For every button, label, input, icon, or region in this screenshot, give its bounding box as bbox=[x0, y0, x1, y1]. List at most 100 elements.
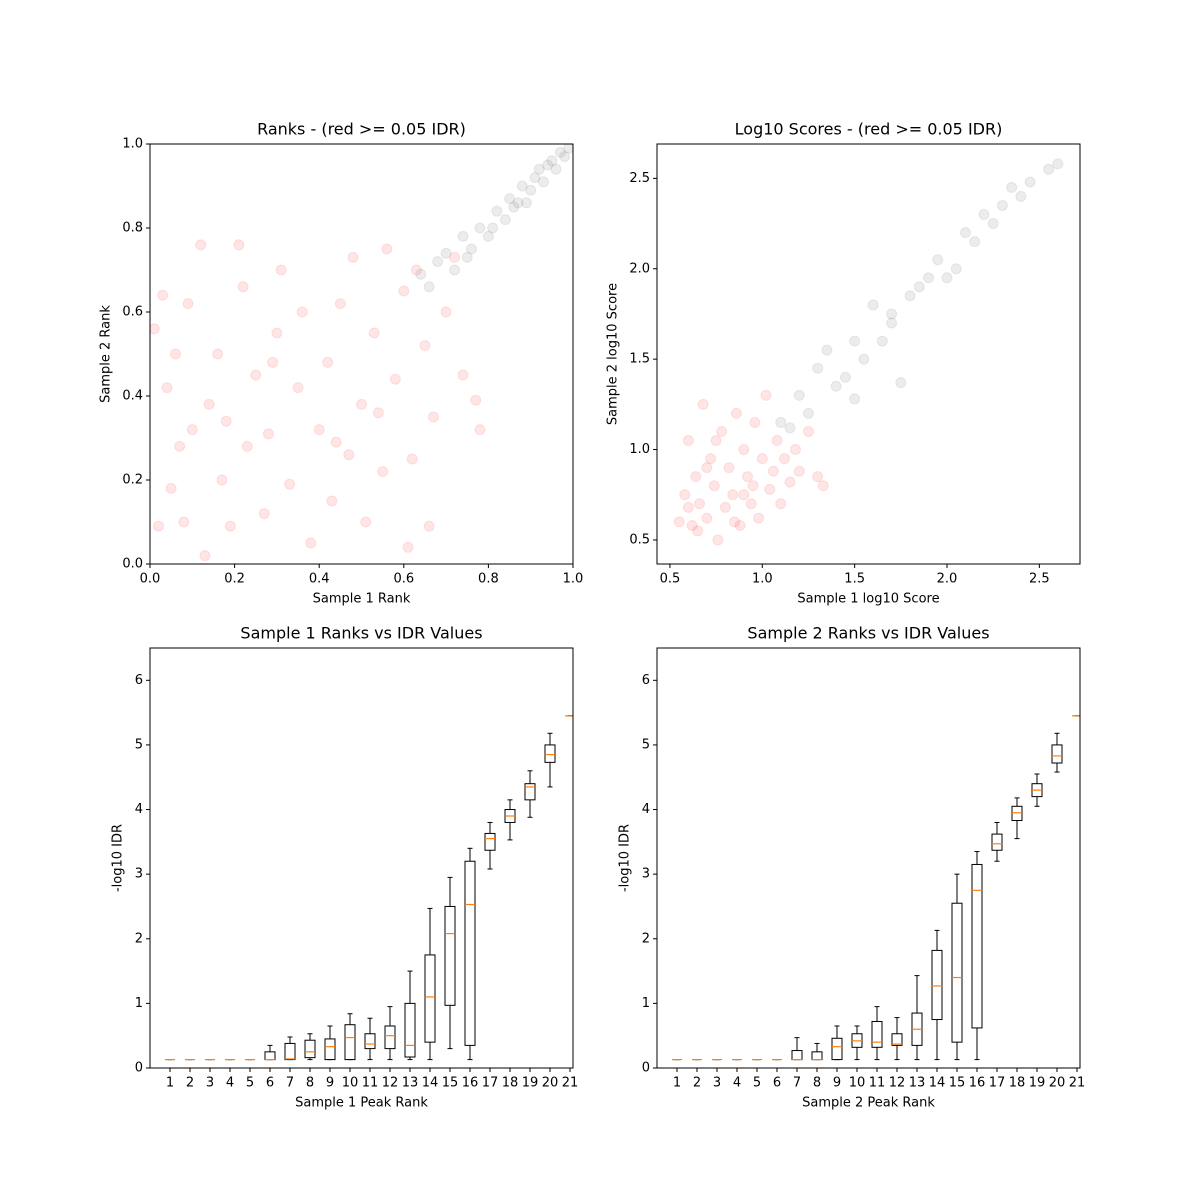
y-tick-label: 1 bbox=[642, 996, 650, 1011]
box bbox=[871, 1020, 883, 1048]
box bbox=[344, 1024, 356, 1061]
y-axis-label: -log10 IDR bbox=[111, 824, 126, 892]
box bbox=[544, 744, 556, 763]
x-tick-label: 4 bbox=[226, 1076, 234, 1091]
y-axis-label: -log10 IDR bbox=[618, 824, 633, 892]
scatter-point bbox=[504, 193, 516, 205]
x-tick-label: 17 bbox=[989, 1076, 1006, 1091]
scatter-point bbox=[1015, 190, 1027, 202]
x-tick-label: 9 bbox=[326, 1076, 334, 1091]
scatter-point bbox=[402, 541, 414, 553]
scatter-point bbox=[904, 290, 916, 302]
scatter-point bbox=[182, 298, 194, 310]
x-tick-label: 10 bbox=[342, 1076, 359, 1091]
scatter-point bbox=[347, 251, 359, 263]
x-tick-label: 21 bbox=[562, 1076, 579, 1091]
scatter-point bbox=[554, 146, 566, 158]
box bbox=[811, 1051, 823, 1061]
scatter-point bbox=[449, 251, 461, 263]
scatter-point bbox=[529, 172, 541, 184]
box bbox=[1011, 805, 1023, 822]
x-tick-label: 1.5 bbox=[844, 572, 865, 587]
scatter-point bbox=[199, 550, 211, 562]
x-tick-label: 20 bbox=[542, 1076, 559, 1091]
box bbox=[444, 905, 456, 1006]
scatter-point bbox=[1052, 158, 1064, 170]
scatter-point bbox=[284, 478, 296, 490]
scatter-point bbox=[152, 520, 164, 532]
x-tick-label: 0.0 bbox=[140, 572, 161, 587]
scatter-point bbox=[756, 453, 768, 465]
scatter-point bbox=[410, 264, 422, 276]
scatter-point bbox=[512, 197, 524, 209]
scatter-point bbox=[470, 394, 482, 406]
x-tick-label: 2.5 bbox=[1029, 572, 1050, 587]
scatter-point bbox=[747, 480, 759, 492]
scatter-point bbox=[817, 480, 829, 492]
x-axis-label: Sample 1 Rank bbox=[313, 592, 411, 607]
scatter-point bbox=[923, 272, 935, 284]
x-tick-label: 0.5 bbox=[660, 572, 681, 587]
x-tick-label: 5 bbox=[246, 1076, 254, 1091]
y-tick-label: 4 bbox=[135, 802, 143, 817]
scatter-point bbox=[165, 482, 177, 494]
scatter-point bbox=[546, 155, 558, 167]
scatter-point bbox=[482, 230, 494, 242]
x-tick-label: 8 bbox=[813, 1076, 821, 1091]
x-tick-label: 0.2 bbox=[224, 572, 245, 587]
y-tick-label: 3 bbox=[642, 867, 650, 882]
scatter-point bbox=[734, 519, 746, 531]
y-tick-label: 6 bbox=[135, 673, 143, 688]
x-tick-label: 11 bbox=[362, 1076, 379, 1091]
y-axis-label: Sample 2 log10 Score bbox=[606, 283, 621, 425]
scatter-point bbox=[812, 362, 824, 374]
scatter-point bbox=[423, 281, 435, 293]
scatter-point bbox=[220, 415, 232, 427]
y-tick-label: 2 bbox=[642, 931, 650, 946]
y-tick-label: 0 bbox=[642, 1061, 650, 1076]
scatter-point bbox=[474, 222, 486, 234]
scatter-point bbox=[849, 335, 861, 347]
scatter-point bbox=[701, 462, 713, 474]
scatter-point bbox=[839, 371, 851, 383]
plot-frame bbox=[149, 143, 574, 565]
scatter-point bbox=[784, 476, 796, 488]
y-tick-label: 2.5 bbox=[629, 171, 650, 186]
x-tick-label: 14 bbox=[929, 1076, 946, 1091]
y-tick-label: 0.2 bbox=[122, 473, 143, 488]
scatter-point bbox=[322, 356, 334, 368]
x-tick-label: 18 bbox=[502, 1076, 519, 1091]
x-tick-label: 16 bbox=[462, 1076, 479, 1091]
x-tick-label: 14 bbox=[422, 1076, 439, 1091]
scatter-point bbox=[461, 251, 473, 263]
scatter-point bbox=[712, 534, 724, 546]
box bbox=[284, 1042, 296, 1061]
scatter-point bbox=[693, 498, 705, 510]
scatter-point bbox=[427, 411, 439, 423]
x-tick-label: 1 bbox=[166, 1076, 174, 1091]
scatter-point bbox=[169, 348, 181, 360]
scatter-point bbox=[440, 247, 452, 259]
scatter-point bbox=[723, 462, 735, 474]
x-tick-label: 11 bbox=[869, 1076, 886, 1091]
x-axis-label: Sample 1 Peak Rank bbox=[295, 1096, 428, 1111]
scatter-point bbox=[432, 256, 444, 268]
plot-frame bbox=[149, 647, 574, 1069]
box bbox=[484, 832, 496, 851]
scatter-point bbox=[760, 389, 772, 401]
scatter-point bbox=[457, 230, 469, 242]
scatter-point bbox=[749, 416, 761, 428]
x-tick-label: 2 bbox=[186, 1076, 194, 1091]
scatter-point bbox=[415, 268, 427, 280]
scatter-point bbox=[1043, 163, 1055, 175]
y-tick-label: 1.0 bbox=[629, 442, 650, 457]
scatter-point bbox=[520, 197, 532, 209]
scatter-point bbox=[708, 480, 720, 492]
y-tick-label: 1 bbox=[135, 996, 143, 1011]
scatter-point bbox=[690, 471, 702, 483]
scatter-point bbox=[701, 512, 713, 524]
x-tick-label: 19 bbox=[522, 1076, 539, 1091]
scatter-point bbox=[697, 398, 709, 410]
y-tick-label: 0.8 bbox=[122, 221, 143, 236]
